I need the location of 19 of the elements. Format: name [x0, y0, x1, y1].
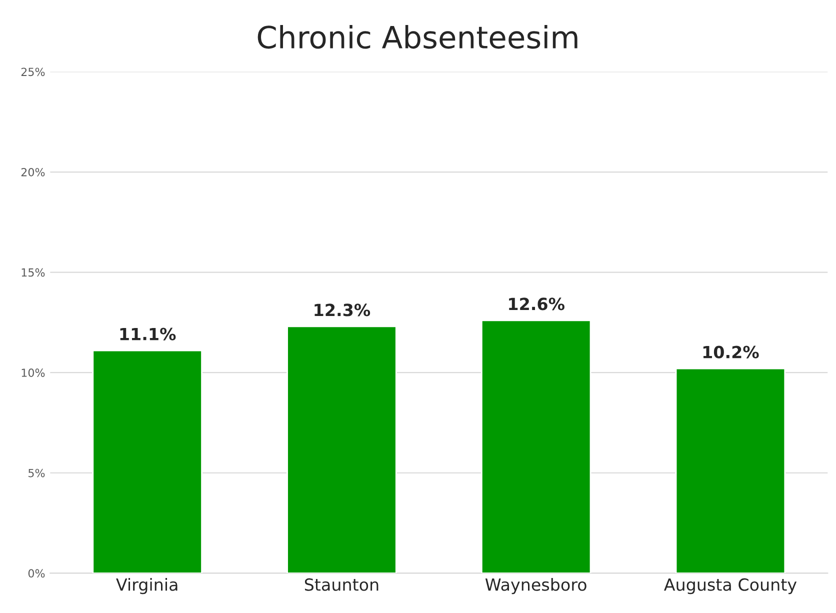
y-tick-label: 25%: [21, 68, 45, 76]
data-label: 11.1%: [120, 328, 176, 340]
bar: [286, 326, 397, 574]
bar: [675, 368, 786, 574]
data-label: 12.3%: [314, 304, 370, 316]
x-tick-label: Virginia: [116, 578, 178, 594]
data-label: 12.6%: [509, 298, 564, 310]
bar: [480, 320, 592, 574]
y-tick-label: 15%: [22, 268, 45, 277]
x-tick-label: Augusta County: [664, 578, 797, 594]
chart-title: Chronic Absenteesim: [258, 25, 578, 49]
data-label: 10.2%: [703, 346, 759, 358]
x-tick-label: Staunton: [304, 578, 378, 591]
x-tick-label: Waynesboro: [485, 578, 586, 594]
y-tick-label: 5%: [28, 468, 45, 478]
bar: [92, 350, 202, 574]
y-tick-label: 10%: [22, 368, 45, 377]
y-tick-label: 0%: [28, 569, 45, 578]
y-tick-label: 20%: [21, 168, 45, 176]
